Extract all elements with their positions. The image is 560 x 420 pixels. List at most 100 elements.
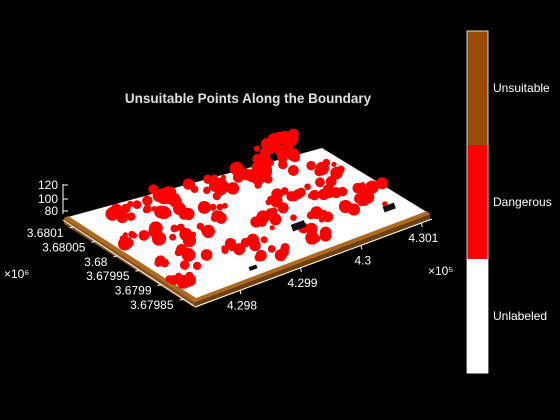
shadow-gap [248,264,258,271]
dangerous-point-cluster [319,229,332,242]
dangerous-point-cluster [251,162,260,171]
dangerous-point-cluster [331,161,337,167]
dangerous-point-cluster [305,230,319,245]
dangerous-point-cluster [280,242,290,252]
dangerous-point-cluster [263,174,273,184]
dangerous-point-cluster [269,225,275,231]
dangerous-point-cluster [256,210,270,224]
dangerous-point-cluster [179,227,193,241]
dangerous-point-cluster [179,207,192,220]
dangerous-point-cluster [307,192,314,199]
dangerous-point-cluster [253,145,260,152]
x-tick-label: 4.3 [355,253,372,267]
y-tick-label: 3.6799 [115,284,152,298]
dangerous-point-cluster [221,245,227,251]
dangerous-point-cluster [304,183,311,191]
y-tick-label: 3.68 [84,255,108,269]
colorbar-block [467,259,488,374]
dangerous-point-cluster [213,182,228,196]
x-tick-mark [239,290,242,295]
dangerous-point-cluster [322,158,331,167]
boundary-unsuitable-strip [64,216,196,302]
dangerous-point-cluster [182,248,196,262]
dangerous-point-cluster [255,249,267,262]
dangerous-points [105,128,388,289]
dangerous-point-cluster [269,213,282,226]
y-tick-mark [113,255,118,258]
dangerous-point-cluster [126,212,136,221]
y-tick-label: 3.67995 [86,269,130,283]
dangerous-point-cluster [290,151,299,160]
x-axis-line [194,218,433,308]
x-tick-mark [420,222,423,228]
dangerous-point-cluster [314,166,324,177]
point-cloud-plot [64,128,430,308]
dangerous-point-cluster [154,205,168,219]
dangerous-point-cluster [273,195,280,203]
dangerous-point-cluster [220,174,226,180]
colorbar-frame [466,30,489,374]
dangerous-point-cluster [251,171,265,185]
z-tick-label: 120 [38,178,58,192]
dangerous-point-cluster [260,236,268,244]
shadow-gap [382,202,396,213]
y-axis-line [62,219,195,307]
dangerous-point-cluster [169,233,177,241]
dangerous-point-cluster [192,261,202,270]
x-tick-label: 4.299 [287,276,317,290]
dangerous-point-cluster [345,201,352,208]
x-tick-mark [299,267,302,272]
dangerous-point-cluster [121,203,131,214]
dangerous-point-cluster [315,177,325,188]
dangerous-point-cluster [179,260,190,270]
z-tick-label: 80 [45,204,59,218]
x-tick-label: 4.298 [227,298,257,312]
dangerous-point-cluster [246,233,259,246]
dangerous-point-cluster [148,221,163,236]
x-tick-label: 4.301 [408,231,438,245]
dangerous-point-cluster [182,178,195,190]
dangerous-point-cluster [359,185,374,200]
y-tick-mark [179,298,184,301]
dangerous-point-cluster [273,131,286,144]
boundary-unsuitable-strip-right [195,211,430,302]
y-tick-mark [135,269,140,272]
y-tick-mark [69,226,74,229]
dangerous-point-cluster [261,163,272,175]
dangerous-point-cluster [359,197,368,206]
dangerous-point-cluster [375,177,388,190]
x-axis-exponent: ×10⁵ [428,264,453,278]
dangerous-point-cluster [185,271,194,280]
dangerous-point-cluster [157,187,169,200]
dangerous-point-cluster [322,211,334,223]
y-tick-label: 3.6801 [27,226,64,240]
dangerous-point-cluster [290,214,297,221]
dangerous-point-cluster [121,237,134,249]
dangerous-point-cluster [200,249,213,261]
dangerous-point-cluster [318,188,330,201]
ground-slab-right-edge [195,214,430,308]
dangerous-point-cluster [288,165,299,176]
y-tick-mark [91,240,96,243]
dangerous-point-cluster [292,189,304,200]
dangerous-point-cluster [190,185,199,194]
dangerous-point-cluster [203,186,211,195]
dangerous-point-cluster [216,203,224,211]
dangerous-point-cluster [259,154,271,166]
dangerous-point-cluster [269,207,278,216]
dangerous-point-cluster [201,224,215,238]
dangerous-point-cluster [336,165,345,174]
dangerous-point-cluster [238,243,245,250]
dangerous-point-cluster [165,275,173,283]
shadow-gaps [248,202,396,271]
dangerous-point-cluster [142,206,150,214]
colorbar-label: Unlabeled [493,309,547,323]
x-tick-mark [360,245,363,250]
dangerous-point-cluster [142,195,153,206]
dangerous-point-cluster [229,161,244,176]
y-axis-exponent: ×10⁶ [4,267,29,281]
y-tick-label: 3.67985 [130,298,174,312]
colorbar: Unsuitable Dangerous Unlabeled [466,30,552,374]
